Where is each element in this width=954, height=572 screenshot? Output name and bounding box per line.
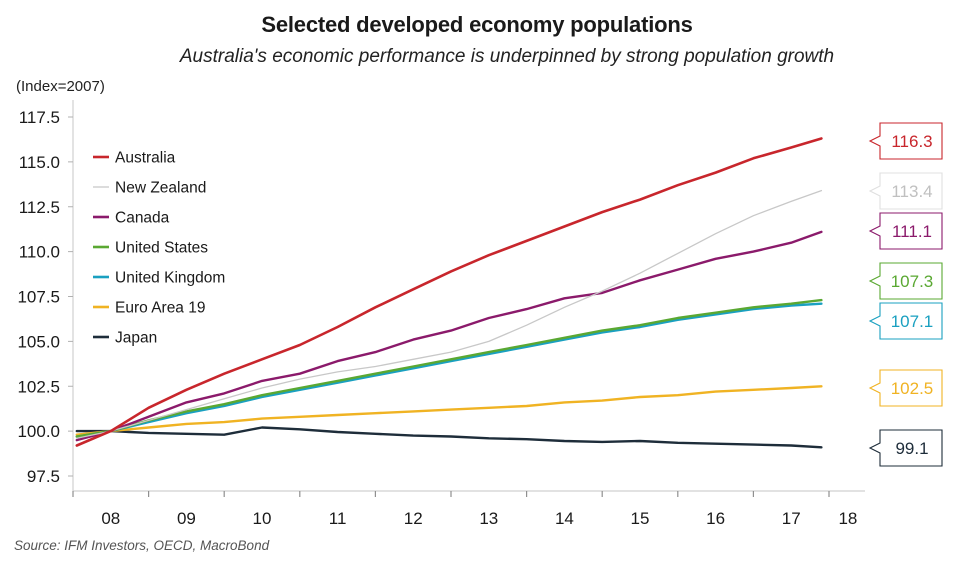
y-tick-label: 97.5 <box>27 467 60 486</box>
series-line-new-zealand <box>76 189 823 439</box>
legend-item: Euro Area 19 <box>93 300 205 317</box>
y-axis-label: (Index=2007) <box>16 78 105 95</box>
y-tick-label: 117.5 <box>19 108 60 127</box>
callout-value: 111.1 <box>892 222 932 241</box>
x-tick-label: 16 <box>706 509 725 528</box>
series-line-canada <box>75 230 823 442</box>
legend-item: Japan <box>93 330 157 347</box>
legend-item: Australia <box>93 150 176 167</box>
x-tick-label: 17 <box>782 509 801 528</box>
legend-item: New Zealand <box>93 180 206 197</box>
legend-label: Japan <box>115 330 157 347</box>
legend: Australia New Zealand Canada United States U… <box>93 150 225 347</box>
callout-box <box>868 122 943 160</box>
legend-item: United Kingdom <box>93 270 225 287</box>
callout-box <box>868 302 943 340</box>
y-tick-label: 112.5 <box>19 198 60 217</box>
x-tick-label: 08 <box>101 509 120 528</box>
legend-label: Canada <box>115 210 170 227</box>
legend-item: United States <box>93 240 208 257</box>
x-tick-label: 13 <box>479 509 498 528</box>
callout-value: 107.1 <box>891 312 934 331</box>
end-value-callout: 116.3 <box>868 122 943 160</box>
y-tick-label: 105.0 <box>17 332 60 351</box>
series-line-united-kingdom <box>75 302 823 438</box>
legend-label: United States <box>115 240 208 257</box>
legend-label: New Zealand <box>115 180 206 197</box>
legend-label: Australia <box>115 150 176 167</box>
source-note: Source: IFM Investors, OECD, MacroBond <box>14 538 270 553</box>
end-value-callout: 99.1 <box>868 429 943 467</box>
callout-value: 99.1 <box>895 439 928 458</box>
end-value-callout: 107.3 <box>868 262 943 300</box>
end-value-callout: 102.5 <box>868 369 943 407</box>
callout-box <box>868 369 943 407</box>
series-line-australia <box>75 137 823 447</box>
callout-box <box>868 262 943 300</box>
x-tick-label: 18 <box>838 509 857 528</box>
legend-label: United Kingdom <box>115 270 225 287</box>
x-tick-label: 11 <box>329 509 347 528</box>
callout-value: 116.3 <box>891 132 932 151</box>
callout-value: 102.5 <box>891 379 934 398</box>
x-tick-label: 14 <box>555 509 574 528</box>
y-tick-label: 100.0 <box>17 422 60 441</box>
callout-box <box>868 429 943 467</box>
legend-item: Canada <box>93 210 170 227</box>
chart-title: Selected developed economy populations <box>261 12 693 37</box>
callout-box <box>868 172 943 210</box>
callout-value: 113.4 <box>891 182 932 201</box>
callout-box <box>868 212 943 250</box>
x-tick-label: 12 <box>404 509 423 528</box>
series-line-japan <box>75 426 823 449</box>
x-tick-label: 09 <box>177 509 196 528</box>
y-tick-label: 115.0 <box>19 153 60 172</box>
end-value-labels: 116.3 113.4 111.1 107.3 107.1 102.5 99.1 <box>868 122 943 467</box>
axes: 97.5 100.0 102.5 105.0 107.5 110.0 112.5 115.0 1… <box>17 100 865 528</box>
series-lines <box>75 137 823 449</box>
end-value-callout: 107.1 <box>868 302 943 340</box>
y-tick-label: 102.5 <box>17 377 60 396</box>
y-tick-label: 107.5 <box>17 288 60 307</box>
callout-value: 107.3 <box>891 272 934 291</box>
end-value-callout: 113.4 <box>868 172 943 210</box>
series-line-euro-area-19 <box>75 385 823 436</box>
x-tick-label: 10 <box>253 509 272 528</box>
chart-subtitle: Australia's economic performance is unde… <box>179 46 835 67</box>
series-line-united-states <box>75 298 823 438</box>
x-tick-label: 15 <box>631 509 650 528</box>
y-tick-label: 110.0 <box>19 243 60 262</box>
end-value-callout: 111.1 <box>868 212 943 250</box>
legend-label: Euro Area 19 <box>115 300 205 317</box>
